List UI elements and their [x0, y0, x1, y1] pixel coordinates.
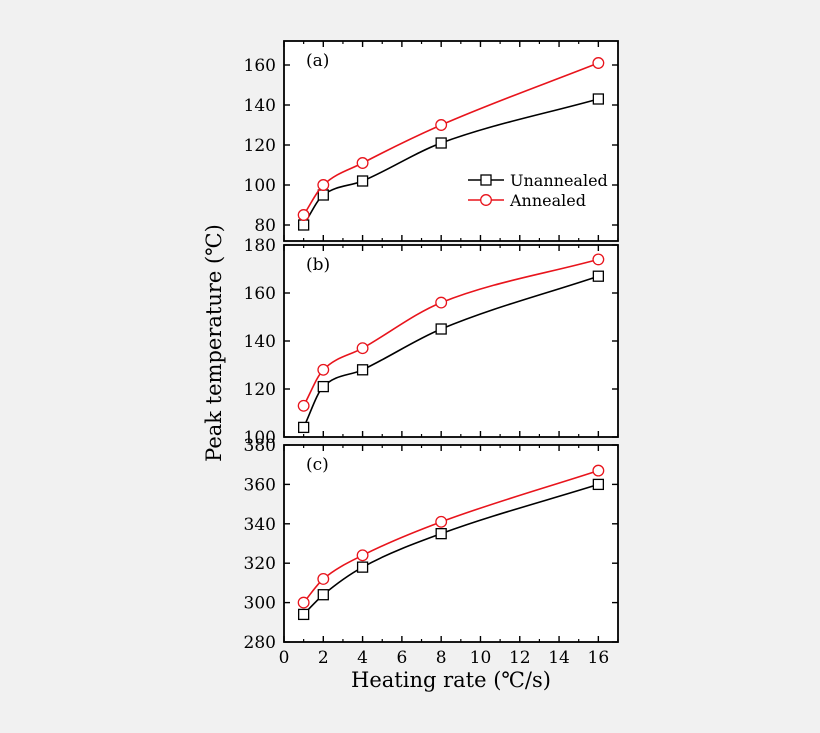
data-point	[317, 363, 330, 376]
plot-area	[284, 245, 618, 437]
y-tick-label: 120	[244, 136, 276, 156]
legend-entry-unannealed: Unannealed	[468, 171, 608, 190]
legend-entry-annealed: Annealed	[468, 191, 586, 210]
data-point	[356, 342, 369, 355]
data-point	[317, 380, 329, 393]
x-tick-label: 10	[470, 648, 492, 668]
plot-area	[284, 41, 618, 241]
data-point	[317, 589, 329, 601]
x-tick-label: 6	[396, 648, 407, 668]
legend-label: Unannealed	[510, 171, 608, 190]
data-point	[592, 270, 605, 282]
y-tick-label: 320	[244, 554, 276, 574]
panel-label: (a)	[306, 51, 329, 71]
x-tick-label: 14	[548, 648, 570, 668]
data-point	[435, 515, 448, 528]
data-point	[297, 399, 310, 412]
data-point	[317, 189, 329, 201]
data-point	[592, 478, 605, 491]
y-axis-title: Peak temperature (℃)	[202, 224, 226, 462]
series-unannealed	[297, 93, 605, 231]
legend-marker	[480, 174, 492, 186]
y-tick-label: 160	[244, 284, 276, 304]
y-tick-label: 380	[244, 436, 276, 456]
panel-label: (b)	[306, 255, 330, 275]
data-point	[356, 561, 369, 573]
x-tick-label: 4	[357, 648, 368, 668]
panel-frame	[283, 444, 619, 643]
data-point	[592, 253, 605, 266]
y-tick-label: 140	[244, 332, 276, 352]
data-point	[592, 464, 605, 477]
x-tick-label: 8	[436, 648, 447, 668]
y-tick-label: 100	[244, 176, 276, 196]
data-point	[317, 573, 330, 585]
panel-b: 100 120 140 160 180 (b)	[244, 236, 619, 448]
x-axis-title: Heating rate (℃/s)	[351, 668, 551, 692]
data-point	[297, 209, 310, 221]
series-annealed	[297, 253, 605, 412]
data-point	[356, 157, 369, 169]
y-tick-label: 340	[244, 515, 276, 535]
x-tick-label: 2	[318, 648, 329, 668]
y-tick-label: 300	[244, 594, 276, 614]
data-point	[435, 137, 447, 149]
data-point	[317, 179, 330, 191]
data-point	[592, 93, 605, 105]
panel-frame	[283, 40, 619, 242]
panel-label: (c)	[306, 455, 329, 475]
y-tick-label: 180	[244, 236, 276, 256]
data-point	[297, 596, 310, 609]
x-tick-label: 16	[588, 648, 610, 668]
legend-label: Annealed	[509, 191, 586, 210]
y-tick-label: 140	[244, 96, 276, 116]
data-point	[297, 421, 310, 434]
y-tick-label: 80	[254, 216, 276, 236]
y-tick-label: 120	[244, 380, 276, 400]
legend-marker	[480, 194, 492, 206]
y-tick-label: 100	[244, 428, 276, 448]
series-unannealed	[297, 270, 605, 434]
y-tick-label: 160	[244, 56, 276, 76]
data-point	[356, 364, 369, 376]
plot-area	[284, 445, 618, 642]
panel-c: 280 300 320 340 360 380 (c) 0 2 4 6 8 10 12 14 16	[244, 436, 619, 668]
data-point	[435, 296, 448, 309]
x-tick-label: 12	[509, 648, 531, 668]
data-point	[435, 323, 447, 335]
series-annealed	[297, 57, 605, 221]
x-tick-label: 0	[279, 648, 290, 668]
y-tick-label: 280	[244, 633, 276, 653]
series-unannealed	[297, 478, 605, 621]
data-point	[297, 608, 310, 621]
y-tick-label: 360	[244, 475, 276, 495]
series-annealed	[297, 464, 605, 609]
data-point	[592, 57, 605, 69]
data-point	[356, 549, 369, 562]
data-point	[435, 119, 448, 131]
data-point	[435, 528, 447, 540]
panel-frame	[283, 244, 619, 438]
data-point	[356, 175, 369, 187]
data-point	[297, 219, 310, 231]
